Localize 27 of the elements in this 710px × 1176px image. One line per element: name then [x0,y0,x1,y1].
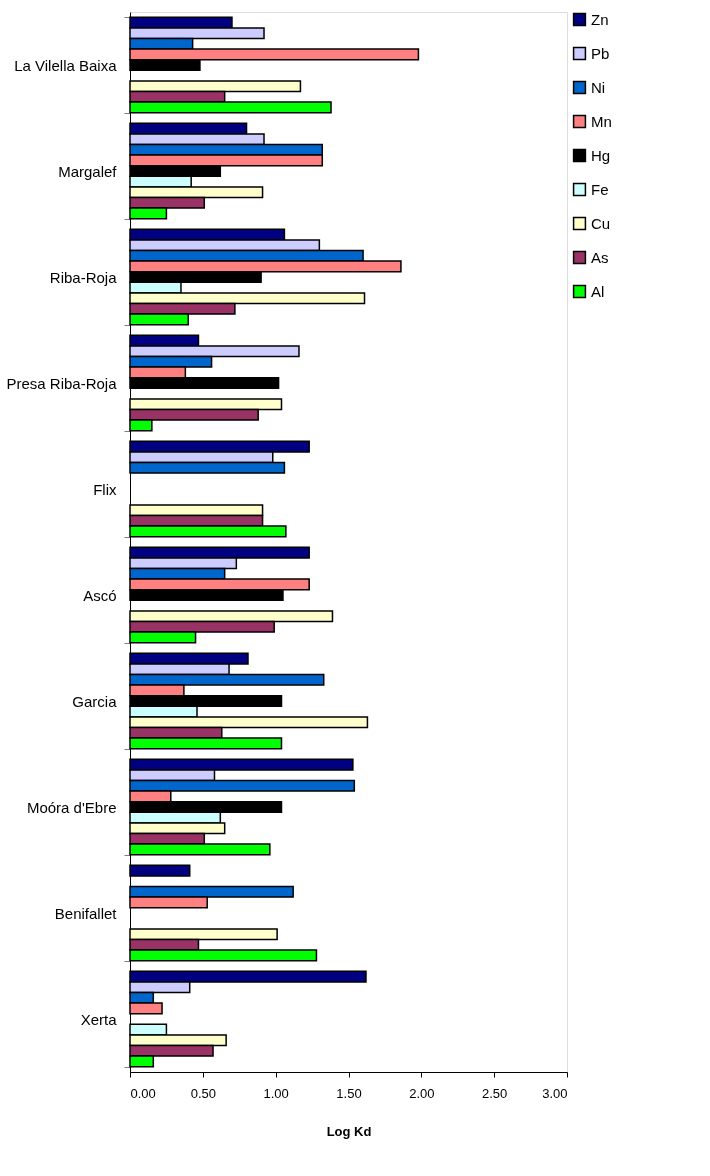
legend-label: Al [591,282,605,300]
x-tick-label: 1.50 [336,1085,362,1101]
y-tick-label: Flix [93,480,117,498]
y-tick-label: Benifallet [54,904,118,922]
legend-label: Fe [591,180,609,198]
legend-label: As [591,248,609,266]
y-tick-label: Moóra d'Ebre [26,798,117,816]
x-tick-label: 1.00 [263,1085,289,1101]
x-tick-label: 3.00 [542,1085,568,1101]
legend-label: Ni [591,78,606,96]
y-tick-label: Riba-Roja [49,268,118,286]
x-axis-title: Log Kd [326,1123,372,1139]
y-tick-label: Margalef [58,162,118,180]
x-tick-label: 2.50 [482,1085,508,1101]
x-tick-label: 2.00 [409,1085,435,1101]
x-tick-label: 0.50 [190,1085,216,1101]
legend-label: Zn [591,10,609,28]
legend-label: Hg [591,146,611,164]
y-tick-label: Xerta [80,1010,118,1028]
y-tick-label: La Vilella Baixa [14,56,118,74]
y-tick-label: Ascó [83,586,117,604]
legend-label: Pb [591,44,610,62]
x-tick-label: 0.00 [130,1085,156,1101]
legend-label: Mn [591,112,612,130]
legend-label: Cu [591,214,611,232]
y-tick-label: Garcia [72,692,118,710]
y-tick-label: Presa Riba-Roja [6,374,118,392]
